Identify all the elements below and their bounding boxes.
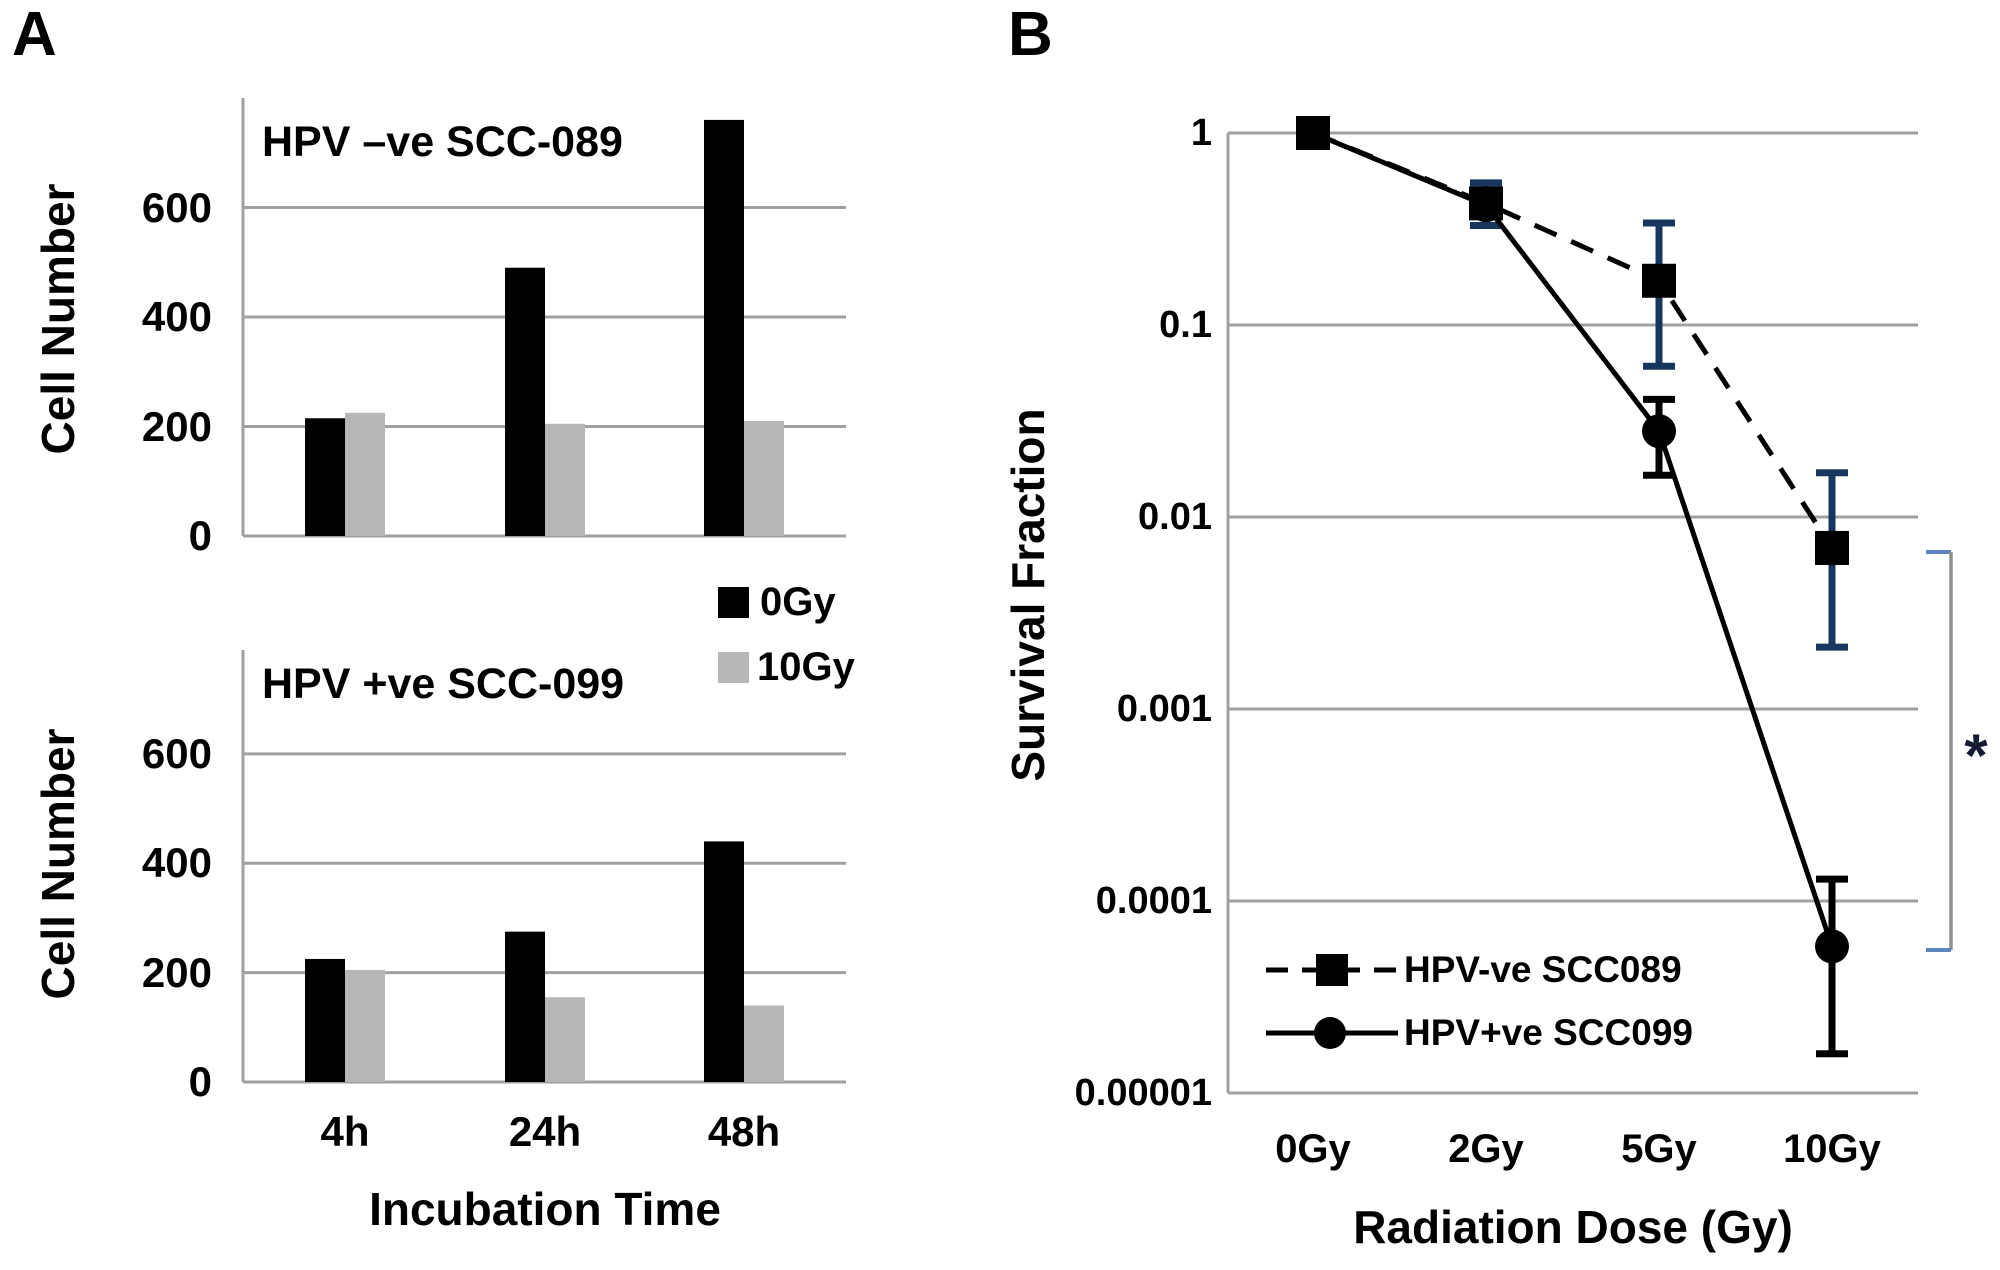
- panel-b-label: B: [1008, 0, 1053, 69]
- bar-10gy: [744, 1005, 784, 1082]
- bar-10gy: [744, 421, 784, 536]
- bar-0gy: [505, 267, 545, 536]
- legend-a-swatch-0gy: [718, 587, 749, 618]
- bar-0gy: [704, 841, 744, 1082]
- chart-a-bottom-title: HPV +ve SCC-099: [262, 660, 625, 708]
- y-tick-label: 0.01: [1138, 496, 1212, 538]
- series-line-solid: [1312, 130, 1835, 948]
- x-axis-title-incubation-time: Incubation Time: [369, 1183, 721, 1235]
- circle-marker: [1469, 188, 1503, 223]
- circle-marker: [1815, 929, 1849, 964]
- y-tick-label: 600: [141, 183, 212, 231]
- y-tick-label: 200: [141, 948, 212, 996]
- panel-a-label: A: [12, 0, 57, 69]
- x-category-label: 4h: [320, 1108, 370, 1155]
- y-tick-label: 0: [188, 1058, 212, 1105]
- legend-b-label-hpv-pos: HPV+ve SCC099: [1404, 1012, 1693, 1053]
- bar-10gy: [345, 412, 385, 536]
- legend-a-label-10gy: 10Gy: [757, 645, 855, 689]
- y-tick-label: 400: [141, 293, 212, 340]
- x-category-label: 2Gy: [1448, 1127, 1524, 1171]
- circle-marker: [1642, 414, 1676, 449]
- y-tick-label: 400: [141, 839, 212, 887]
- x-category-label: 10Gy: [1783, 1127, 1881, 1171]
- chart-a-top-title: HPV –ve SCC-089: [262, 118, 623, 166]
- x-category-label: 0Gy: [1275, 1127, 1351, 1171]
- x-category-label: 5Gy: [1621, 1127, 1697, 1171]
- y-axis-title-survival-fraction: Survival Fraction: [1002, 408, 1054, 782]
- y-axis-title-cell-number-bottom: Cell Number: [32, 728, 84, 1000]
- y-tick-label: 0.0001: [1095, 880, 1212, 922]
- legend-a-swatch-10gy: [718, 652, 749, 683]
- bar-0gy: [305, 418, 345, 536]
- y-tick-label: 0.001: [1116, 688, 1212, 730]
- legend-square-marker: [1316, 954, 1348, 986]
- y-tick-label: 200: [141, 402, 212, 450]
- y-tick-label: 600: [141, 729, 212, 777]
- y-axis-title-cell-number-top: Cell Number: [32, 183, 84, 455]
- y-tick-label: 1: [1190, 112, 1212, 154]
- bar-10gy: [345, 969, 385, 1082]
- square-marker: [1815, 530, 1849, 565]
- bar-10gy: [545, 423, 585, 536]
- y-tick-label: 0: [188, 512, 212, 559]
- x-category-label: 24h: [508, 1108, 582, 1155]
- bar-0gy: [505, 931, 545, 1082]
- square-marker: [1642, 263, 1676, 298]
- legend-a-label-0gy: 0Gy: [760, 580, 836, 624]
- significance-asterisk: *: [1964, 722, 1988, 789]
- legend-circle-marker: [1314, 1017, 1346, 1049]
- y-tick-label: 0.00001: [1074, 1072, 1212, 1114]
- legend-b-label-hpv-ve: HPV-ve SCC089: [1404, 949, 1682, 990]
- circle-marker: [1296, 116, 1330, 150]
- bar-0gy: [704, 119, 744, 537]
- y-tick-label: 0.1: [1159, 304, 1212, 346]
- bar-10gy: [545, 997, 585, 1082]
- x-category-label: 48h: [707, 1108, 781, 1155]
- bar-0gy: [305, 958, 345, 1082]
- x-axis-title-radiation-dose: Radiation Dose (Gy): [1353, 1201, 1793, 1253]
